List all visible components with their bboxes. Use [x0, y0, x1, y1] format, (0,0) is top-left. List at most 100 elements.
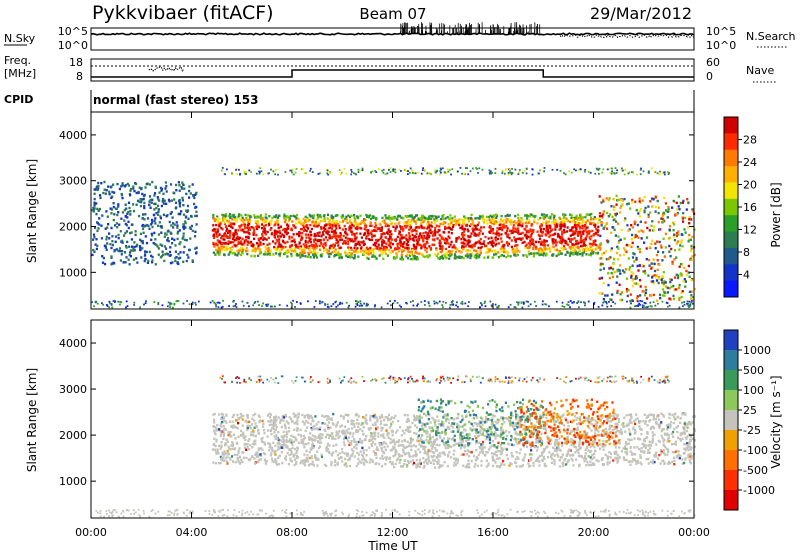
- power-cell: [290, 215, 292, 217]
- power-cell: [357, 217, 359, 219]
- power-cell: [320, 235, 322, 237]
- power-cell: [132, 187, 134, 189]
- power-cell: [592, 222, 594, 224]
- power-cell: [188, 190, 190, 192]
- power-cell: [274, 173, 276, 175]
- power-cell: [556, 249, 558, 251]
- velocity-cell: [352, 435, 354, 437]
- power-cell: [169, 221, 171, 223]
- velocity-cell: [516, 443, 518, 445]
- power-cell: [605, 301, 607, 303]
- power-cell: [236, 173, 238, 175]
- power-cell: [160, 217, 162, 219]
- power-cell: [506, 251, 508, 253]
- power-cell: [591, 230, 593, 232]
- power-cell: [580, 233, 582, 235]
- power-cell: [279, 244, 281, 246]
- velocity-cell: [347, 432, 349, 434]
- velocity-cell: [667, 451, 669, 453]
- freq-label: Freq.: [4, 54, 31, 67]
- velocity-cell: [612, 429, 614, 431]
- power-cell: [564, 231, 566, 233]
- power-cell: [451, 168, 453, 170]
- velocity-cell: [437, 420, 439, 422]
- power-cell: [691, 247, 693, 249]
- power-cell: [678, 297, 680, 299]
- power-cell: [548, 305, 550, 307]
- power-cell: [385, 242, 387, 244]
- power-cell: [265, 216, 267, 218]
- power-cell: [284, 252, 286, 254]
- power-cell: [327, 214, 329, 216]
- power-cell: [331, 247, 333, 249]
- power-cell: [185, 210, 187, 212]
- power-cell: [154, 238, 156, 240]
- power-cell: [268, 172, 270, 174]
- power-cell: [660, 217, 662, 219]
- power-cell: [641, 264, 643, 266]
- power-cell: [188, 196, 190, 198]
- power-cell: [128, 246, 130, 248]
- power-cell: [167, 237, 169, 239]
- power-cell: [355, 174, 357, 176]
- noise-left-tick-high: 10^5: [58, 25, 88, 38]
- power-cell: [629, 207, 631, 209]
- power-cell: [216, 217, 218, 219]
- power-cell: [587, 219, 589, 221]
- power-cell: [361, 241, 363, 243]
- velocity-cell: [673, 422, 675, 424]
- power-cell: [236, 250, 238, 252]
- power-cell: [343, 235, 345, 237]
- power-cell: [357, 251, 359, 253]
- power-cell: [333, 233, 335, 235]
- power-cell: [455, 240, 457, 242]
- velocity-cell: [357, 458, 359, 460]
- power-cell: [574, 237, 576, 239]
- power-cell: [181, 197, 183, 199]
- power-cell: [329, 223, 331, 225]
- power-cell: [270, 169, 272, 171]
- power-cell: [259, 249, 261, 251]
- power-cell: [292, 224, 294, 226]
- power-cell: [394, 239, 396, 241]
- power-cell: [110, 212, 112, 214]
- power-cell: [195, 192, 197, 194]
- power-cell: [331, 305, 333, 307]
- power-cell: [266, 238, 268, 240]
- power-cell: [580, 245, 582, 247]
- power-cell: [568, 170, 570, 172]
- power-cell: [543, 213, 545, 215]
- power-cell: [542, 241, 544, 243]
- power-cell: [689, 305, 691, 307]
- power-cell: [538, 173, 540, 175]
- power-cell: [245, 236, 247, 238]
- power-cell: [507, 235, 509, 237]
- power-cell: [165, 185, 167, 187]
- power-cell: [280, 235, 282, 237]
- power-cell: [551, 213, 553, 215]
- power-cell: [599, 246, 601, 248]
- power-cell: [105, 238, 107, 240]
- power-cell: [665, 202, 667, 204]
- power-cell: [553, 215, 555, 217]
- velocity-cell: [289, 458, 291, 460]
- power-cell: [658, 282, 660, 284]
- power-cell: [634, 221, 636, 223]
- velocity-cell: [397, 420, 399, 422]
- velocity-cell: [328, 437, 330, 439]
- power-cell: [433, 300, 435, 302]
- power-cell: [372, 171, 374, 173]
- power-cell: [423, 237, 425, 239]
- power-cell: [619, 299, 621, 301]
- power-cell: [683, 301, 685, 303]
- power-cell: [429, 173, 431, 175]
- power-cell: [335, 250, 337, 252]
- power-cell: [293, 174, 295, 176]
- power-cell: [612, 198, 614, 200]
- power-cell: [190, 192, 192, 194]
- power-cell: [601, 292, 603, 294]
- power-cell: [650, 267, 652, 269]
- power-cell: [556, 255, 558, 257]
- power-cell: [94, 193, 96, 195]
- power-cell: [554, 228, 556, 230]
